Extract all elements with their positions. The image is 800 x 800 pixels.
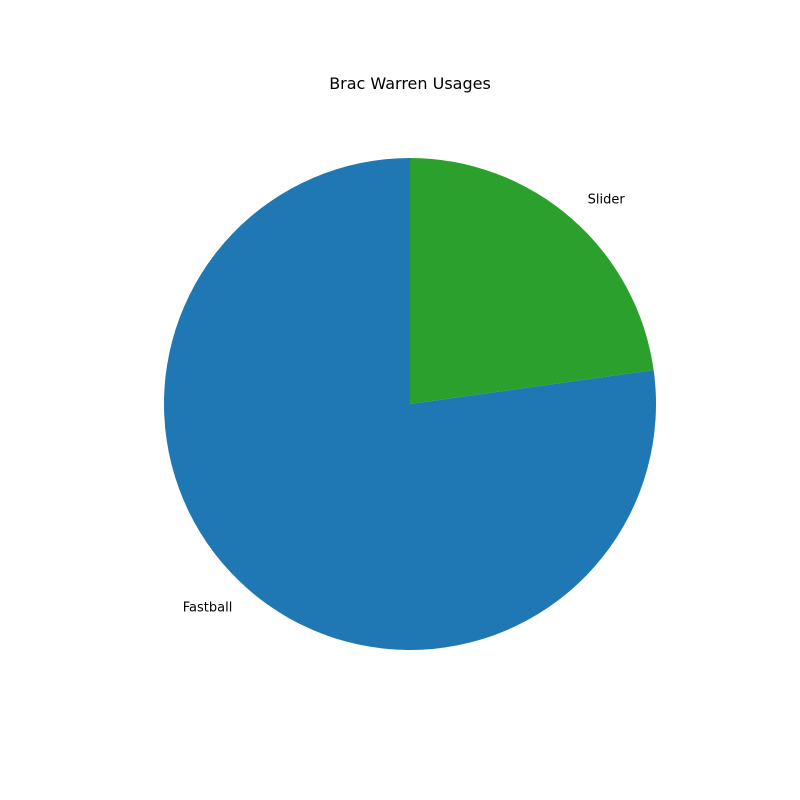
pie-slice-fastball xyxy=(163,157,656,650)
pie-slices xyxy=(163,157,656,650)
chart-title: Brac Warren Usages xyxy=(329,74,491,93)
pie-labels: Slider Fastball xyxy=(183,192,626,615)
pie-label-slider: Slider xyxy=(588,192,626,207)
pie-slice-slider xyxy=(410,158,654,404)
pie-label-fastball: Fastball xyxy=(183,601,233,616)
